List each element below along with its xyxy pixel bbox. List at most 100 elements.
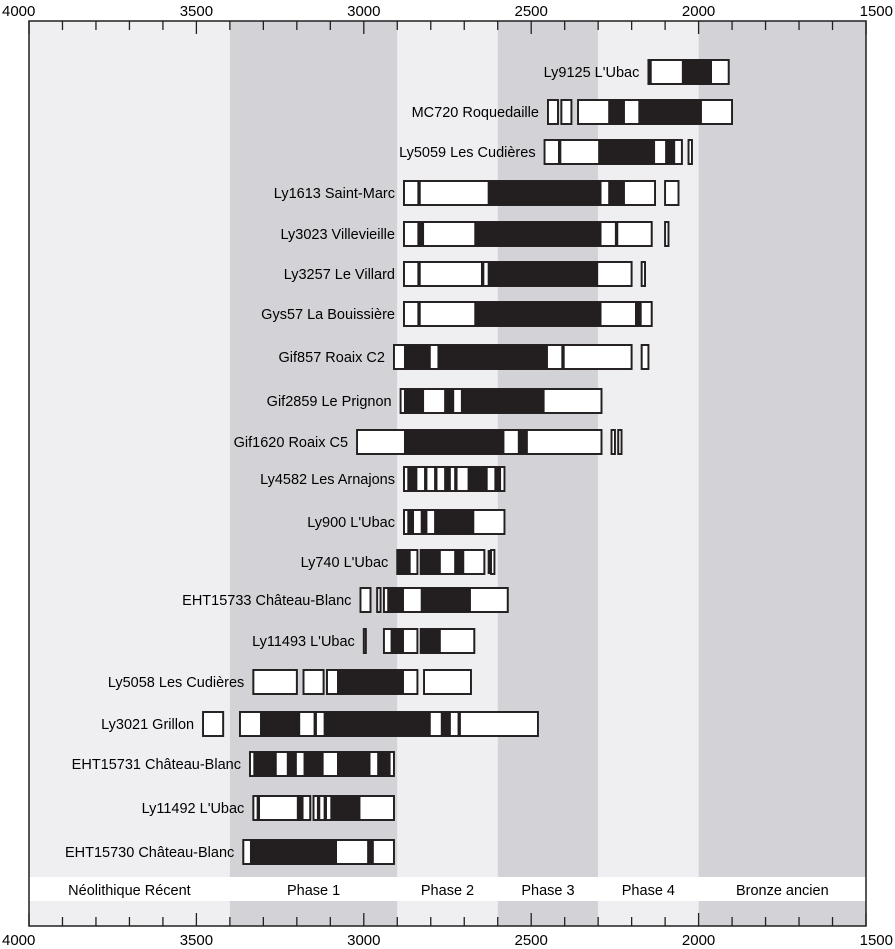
range-outline (419, 549, 486, 575)
range-outline (202, 711, 225, 737)
sample-label: Ly5059 Les Cudières (399, 145, 536, 161)
bottom-tick-label: 4000 (2, 932, 35, 949)
range-outline (560, 99, 573, 125)
range-outline (396, 549, 419, 575)
sample-bar (362, 628, 476, 654)
range-outline (252, 795, 312, 821)
high-probability-segment (313, 712, 317, 736)
range-outline (393, 344, 633, 370)
high-probability-segment (253, 752, 277, 776)
probability-range (640, 344, 650, 370)
range-outline (403, 301, 653, 327)
sample-label: Gif1620 Roaix C5 (234, 435, 348, 451)
bottom-tick-label: 3000 (347, 932, 380, 949)
sample-bar (202, 711, 539, 737)
range-outline (490, 549, 496, 575)
high-probability-segment (337, 752, 371, 776)
high-probability-segment (420, 629, 441, 653)
high-probability-segment (417, 262, 421, 286)
range-outline (312, 795, 395, 821)
range-outline (664, 180, 680, 206)
phase-label: Phase 1 (287, 883, 340, 899)
phase-label-strip (29, 877, 866, 901)
sample-bar (396, 549, 496, 575)
plot-frame (28, 20, 867, 927)
sample-label: Ly9125 L'Ubac (544, 65, 640, 81)
phase-band (29, 21, 230, 926)
sample-bar (403, 180, 680, 206)
sample-label: Ly4582 Les Arnajons (260, 472, 395, 488)
probability-range (560, 99, 573, 125)
high-probability-segment (444, 389, 455, 413)
high-probability-segment (487, 550, 492, 574)
phase-labels: Néolithique Récent Phase 1 Phase 2 Phase 3 P… (68, 883, 828, 899)
phase-label: Phase 3 (521, 883, 574, 899)
top-tick-label: 4000 (2, 3, 35, 20)
sample-bar (547, 99, 733, 125)
probability-range (359, 587, 372, 613)
bottom-tick-label: 1500 (860, 932, 893, 949)
high-probability-segment (303, 752, 324, 776)
high-probability-segment (403, 345, 431, 369)
high-probability-segment (417, 302, 421, 326)
sample-bar (403, 509, 506, 535)
top-tick-label: 2500 (515, 3, 548, 20)
high-probability-segment (390, 629, 404, 653)
sample-label: Ly3021 Grillon (101, 717, 194, 733)
high-probability-segment (480, 262, 485, 286)
range-outline (359, 587, 372, 613)
axes: 4000 4000 3500 3500 3000 3000 2500 2500 2000 2000… (2, 3, 893, 949)
phase-band (497, 21, 599, 926)
sample-label: Ly11493 L'Ubac (252, 634, 355, 650)
high-probability-segment (323, 712, 431, 736)
range-outline (419, 628, 476, 654)
high-probability-segment (337, 670, 404, 694)
sample-label: EHT15730 Château-Blanc (65, 845, 234, 861)
sample-bar (249, 751, 395, 777)
sample-bar (647, 59, 730, 85)
high-probability-segment (397, 550, 411, 574)
high-probability-segment (474, 222, 602, 246)
range-outline (664, 221, 670, 247)
sample-label: Gif2859 Le Prignon (267, 394, 392, 410)
high-probability-segment (494, 467, 502, 491)
probability-range (252, 669, 298, 695)
probability-range (302, 669, 325, 695)
sample-label: EHT15733 Château-Blanc (182, 593, 351, 609)
high-probability-segment (614, 222, 619, 246)
range-outline (577, 99, 733, 125)
sample-bar (399, 388, 603, 414)
high-probability-segment (420, 550, 441, 574)
phase-label: Phase 2 (421, 883, 474, 899)
range-outline (640, 261, 646, 287)
high-probability-segment (608, 181, 625, 205)
high-probability-segment (407, 510, 415, 534)
high-probability-segment (407, 467, 418, 491)
range-outline (302, 669, 325, 695)
sample-bar (403, 221, 670, 247)
sample-label: Gys57 La Bouissière (261, 307, 395, 323)
range-outline (403, 180, 656, 206)
sample-label: Ly3257 Le Villard (284, 267, 395, 283)
high-probability-segment (474, 302, 602, 326)
high-probability-segment (608, 100, 625, 124)
phase-band (698, 21, 866, 926)
high-probability-segment (424, 467, 428, 491)
high-probability-segment (444, 467, 451, 491)
top-tick-label: 1500 (860, 3, 893, 20)
sample-bar (403, 261, 646, 287)
range-outline (547, 99, 559, 125)
sample-labels: Ly9125 L'Ubac MC720 Roquedaille Ly5059 Les… (65, 65, 639, 861)
high-probability-segment (457, 712, 461, 736)
high-probability-segment (296, 796, 304, 820)
range-outline (647, 59, 730, 85)
sample-bar (252, 795, 395, 821)
high-probability-segment (454, 467, 458, 491)
range-outline (362, 628, 367, 654)
phase-label: Bronze ancien (736, 883, 829, 899)
high-probability-segment (681, 60, 712, 84)
high-probability-segment (634, 302, 642, 326)
bottom-tick-label: 3500 (180, 932, 213, 949)
range-outline (242, 839, 395, 865)
